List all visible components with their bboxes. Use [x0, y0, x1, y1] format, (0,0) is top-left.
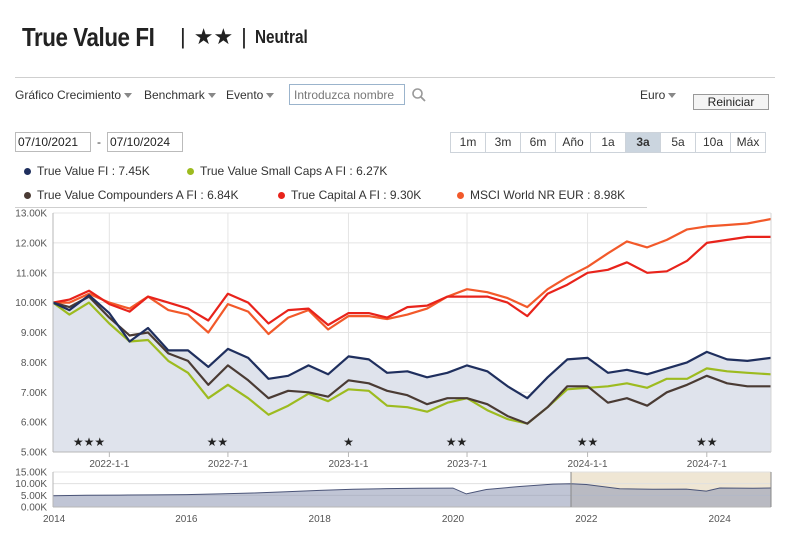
growth-chart-menu[interactable]: Gráfico Crecimiento [15, 88, 133, 102]
navigator-x-label: 2016 [175, 514, 198, 525]
legend-true-value[interactable]: True Value FI : 7.45K [24, 164, 150, 178]
legend-label: MSCI World NR EUR : 8.98K [470, 188, 626, 202]
y-tick-label: 8.00K [21, 358, 47, 369]
legend-true-capital[interactable]: True Capital A FI : 9.30K [278, 188, 421, 202]
navigator-area [53, 483, 771, 507]
star-rating: ★★ [193, 24, 234, 49]
y-tick-label: 9.00K [21, 328, 47, 339]
x-tick-label: 2024-1-1 [568, 459, 608, 470]
series-line-0 [52, 294, 772, 400]
navigator-x-label: 2022 [575, 514, 598, 525]
start-date-input[interactable] [15, 132, 91, 152]
period-selector: 1m 3m 6m Año 1a 3a 5a 10a Máx [450, 132, 766, 153]
header-separator-2: | [241, 24, 247, 49]
period-max[interactable]: Máx [730, 132, 766, 153]
navigator-x-label: 2024 [709, 514, 732, 525]
fund-name: True Value FI [22, 21, 155, 52]
legend-label: True Value FI : 7.45K [37, 164, 150, 178]
currency-menu-label: Euro [640, 88, 666, 102]
benchmark-menu-label: Benchmark [144, 88, 205, 102]
legend-marker [278, 191, 285, 199]
series-line-1 [52, 301, 772, 425]
chevron-down-icon [207, 92, 216, 98]
series-line-2 [52, 295, 771, 425]
series-line-3 [52, 235, 771, 327]
legend-marker [187, 167, 194, 175]
event-menu-label: Evento [226, 88, 264, 102]
reset-button[interactable]: Reiniciar [693, 94, 769, 110]
rating-marker: ★ [343, 435, 354, 449]
x-tick-label: 2023-1-1 [328, 459, 368, 470]
rating-marker: ★★★ [73, 435, 105, 449]
currency-menu[interactable]: Euro [640, 88, 677, 102]
navigator-line [52, 483, 772, 497]
x-tick-label: 2023-7-1 [447, 459, 487, 470]
navigator-x-label: 2014 [43, 514, 66, 525]
legend-divider [15, 207, 647, 208]
legend-marker [457, 191, 464, 199]
x-tick-label: 2022-1-1 [89, 459, 129, 470]
rating-marker: ★★ [446, 435, 468, 449]
x-tick-label: 2022-7-1 [208, 459, 248, 470]
x-tick-label: 2024-7-1 [687, 459, 727, 470]
rating-marker: ★★ [696, 435, 718, 449]
navigator-x-label: 2020 [442, 514, 465, 525]
search-input[interactable] [289, 84, 405, 105]
chevron-down-icon [668, 92, 677, 98]
navigator-y-label: 10.00K [15, 479, 47, 490]
y-tick-label: 5.00K [21, 448, 47, 459]
header-separator: | [180, 24, 186, 49]
legend-label: True Capital A FI : 9.30K [291, 188, 422, 202]
period-10y[interactable]: 10a [695, 132, 731, 153]
legend-compounders[interactable]: True Value Compounders A FI : 6.84K [24, 188, 238, 202]
legend-marker [24, 191, 31, 199]
legend-marker [24, 167, 31, 175]
rating-marker: ★★ [207, 435, 229, 449]
date-range-dash: - [97, 135, 101, 149]
growth-chart-menu-label: Gráfico Crecimiento [15, 88, 122, 102]
date-range: - [15, 132, 183, 152]
navigator-x-label: 2018 [309, 514, 332, 525]
navigator-y-label: 5.00K [21, 491, 47, 502]
search-icon[interactable] [411, 87, 427, 103]
period-1m[interactable]: 1m [450, 132, 486, 153]
period-3y[interactable]: 3a [625, 132, 661, 153]
y-tick-label: 11.00K [16, 268, 47, 279]
y-tick-label: 6.00K [21, 418, 47, 429]
navigator-y-label: 0.00K [21, 503, 47, 514]
series-line-4 [53, 217, 772, 336]
chevron-down-icon [124, 92, 133, 98]
rating-marker: ★★ [577, 435, 599, 449]
legend-label: True Value Small Caps A FI : 6.27K [200, 164, 388, 178]
analyst-rating: Neutral [254, 26, 308, 47]
event-menu[interactable]: Evento [226, 88, 275, 102]
chart-toolbar: Gráfico Crecimiento Benchmark Evento Eur… [15, 84, 775, 110]
period-1y[interactable]: 1a [590, 132, 626, 153]
y-tick-label: 10.00K [15, 298, 47, 309]
fund-header: True Value FI | ★★ | Neutral [22, 20, 317, 54]
y-tick-label: 13.00K [15, 209, 47, 220]
navigator-y-label: 15.00K [15, 468, 47, 479]
legend-small-caps[interactable]: True Value Small Caps A FI : 6.27K [187, 164, 387, 178]
end-date-input[interactable] [107, 132, 183, 152]
y-tick-label: 7.00K [21, 388, 47, 399]
legend-label: True Value Compounders A FI : 6.84K [37, 188, 239, 202]
benchmark-menu[interactable]: Benchmark [144, 88, 216, 102]
legend-msci-world[interactable]: MSCI World NR EUR : 8.98K [457, 188, 625, 202]
chevron-down-icon [266, 92, 275, 98]
divider [15, 77, 775, 78]
y-tick-label: 12.00K [15, 238, 47, 249]
period-ytd[interactable]: Año [555, 132, 591, 153]
